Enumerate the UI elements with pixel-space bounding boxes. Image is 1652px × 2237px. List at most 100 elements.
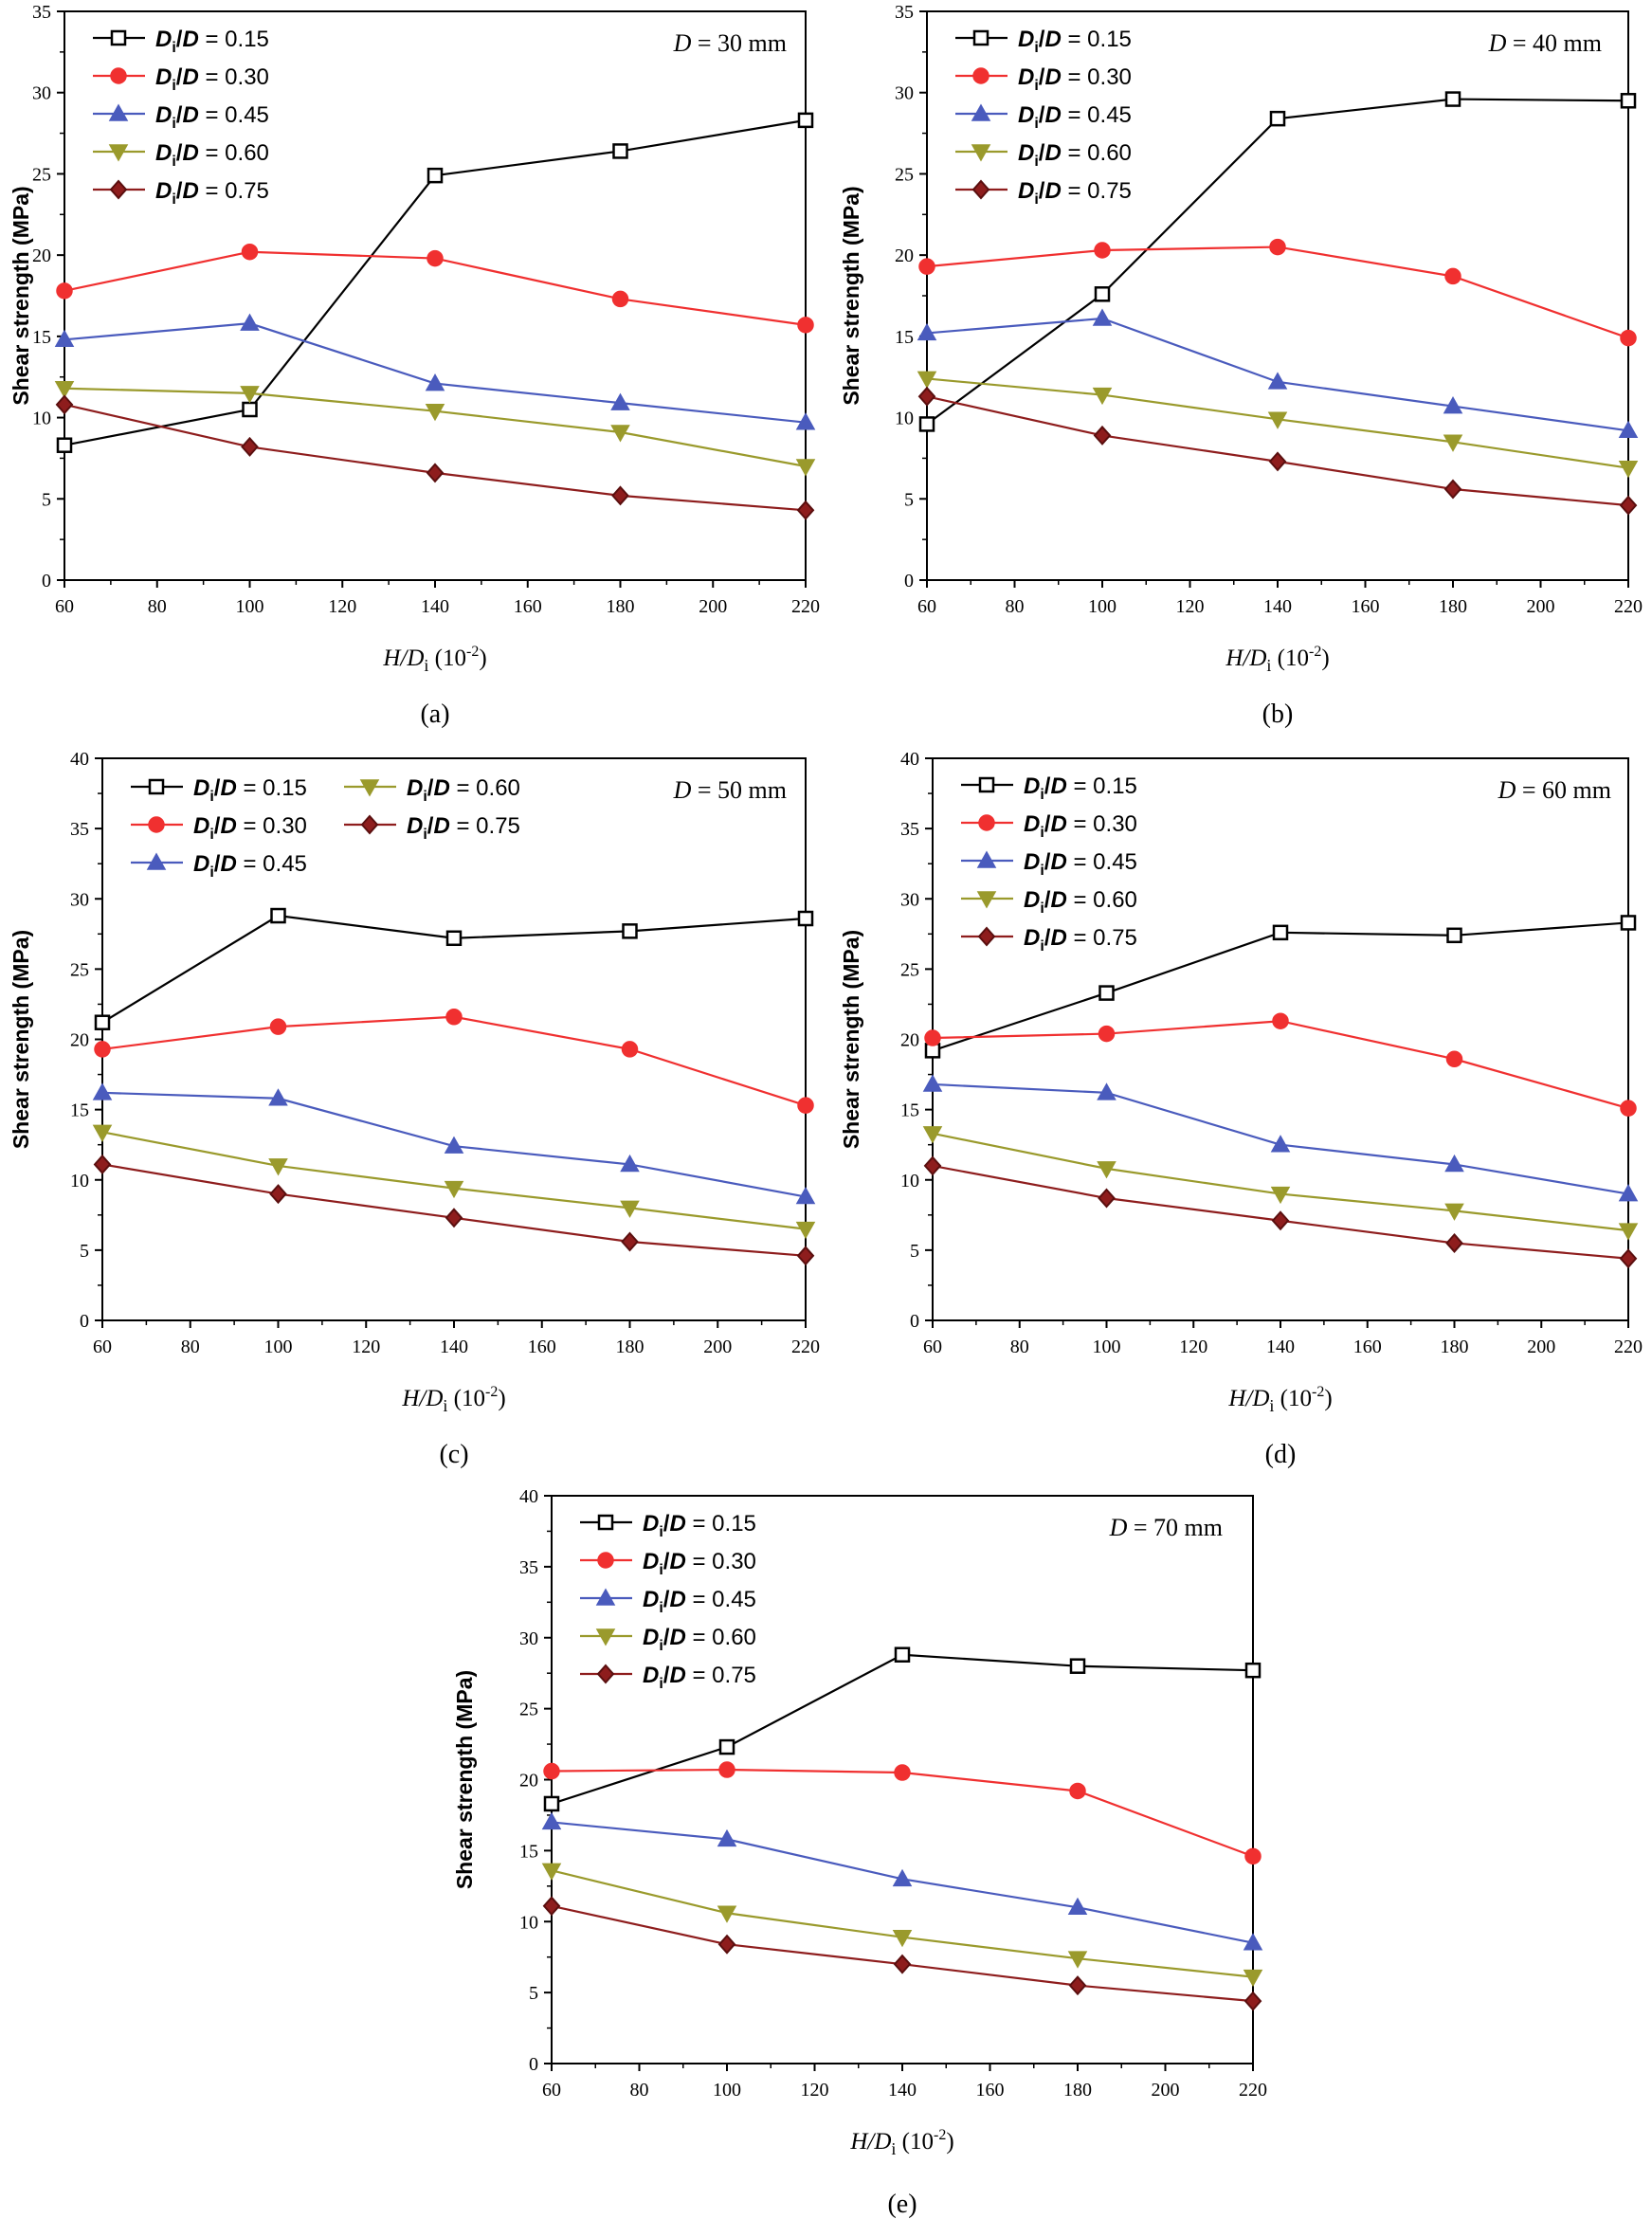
y-tick-label: 10 bbox=[900, 1171, 919, 1191]
data-point bbox=[796, 500, 815, 520]
data-point bbox=[797, 1097, 814, 1114]
data-point bbox=[917, 322, 937, 341]
legend-label: Di/D = 0.75 bbox=[155, 178, 269, 208]
y-tick-label: 30 bbox=[519, 1628, 538, 1649]
legend-entry: Di/D = 0.15 bbox=[580, 1511, 756, 1540]
diameter-label: D = 40 mm bbox=[1488, 29, 1602, 57]
legend-entry: Di/D = 0.30 bbox=[93, 64, 269, 94]
legend-marker bbox=[110, 67, 127, 84]
legend-label: Di/D = 0.75 bbox=[407, 813, 520, 843]
legend-entry: Di/D = 0.45 bbox=[131, 851, 307, 881]
data-point bbox=[1270, 1186, 1291, 1205]
data-point bbox=[1067, 1897, 1088, 1916]
data-point bbox=[1068, 1975, 1087, 1996]
y-tick-label: 40 bbox=[900, 749, 919, 770]
y-tick-label: 30 bbox=[900, 889, 919, 910]
plot-frame bbox=[101, 757, 807, 1321]
data-point bbox=[797, 112, 814, 129]
data-point bbox=[56, 437, 73, 453]
data-point bbox=[242, 401, 258, 418]
data-point bbox=[93, 1154, 112, 1174]
x-tick-label: 200 bbox=[1152, 2080, 1180, 2101]
data-point bbox=[1094, 286, 1111, 302]
data-point bbox=[240, 313, 260, 331]
data-point bbox=[1444, 267, 1461, 285]
y-axis-label: Shear strength (MPa) bbox=[9, 930, 33, 1149]
data-point bbox=[612, 143, 628, 159]
y-tick-label: 10 bbox=[895, 409, 914, 429]
y-tick-label: 35 bbox=[519, 1557, 538, 1578]
data-point bbox=[1098, 1188, 1116, 1209]
data-point bbox=[1092, 387, 1113, 406]
data-point bbox=[542, 1896, 561, 1917]
legend-marker bbox=[108, 103, 129, 121]
data-point bbox=[1443, 434, 1463, 452]
x-axis-label: H/Di (10-2) bbox=[401, 1384, 505, 1415]
legend-entry: Di/D = 0.60 bbox=[955, 140, 1132, 170]
data-point bbox=[426, 463, 445, 483]
y-tick-label: 0 bbox=[904, 571, 914, 591]
data-point bbox=[1272, 924, 1289, 941]
data-point bbox=[1097, 1161, 1116, 1179]
data-point bbox=[1067, 1951, 1088, 1969]
y-tick-label: 30 bbox=[32, 83, 51, 104]
data-point bbox=[445, 1009, 463, 1026]
y-tick-label: 5 bbox=[42, 489, 51, 510]
legend-marker bbox=[972, 29, 989, 46]
legend-marker bbox=[977, 926, 996, 947]
data-point bbox=[444, 1180, 464, 1199]
legend-marker bbox=[597, 1552, 614, 1569]
legend-marker bbox=[360, 814, 379, 835]
data-point bbox=[1620, 1100, 1637, 1117]
panel-caption: (b) bbox=[1262, 700, 1294, 729]
x-tick-label: 180 bbox=[1439, 596, 1467, 617]
legend-entry: Di/D = 0.15 bbox=[955, 27, 1132, 56]
legend-label: Di/D = 0.45 bbox=[1024, 849, 1137, 879]
data-point bbox=[892, 1868, 913, 1887]
legend-entry: Di/D = 0.60 bbox=[580, 1625, 756, 1654]
legend-marker bbox=[110, 29, 127, 46]
data-point bbox=[427, 167, 444, 184]
data-point bbox=[893, 1954, 912, 1974]
legend-label: Di/D = 0.60 bbox=[155, 140, 269, 170]
x-tick-label: 180 bbox=[1441, 1337, 1469, 1357]
data-point bbox=[797, 910, 814, 927]
data-point bbox=[1244, 1991, 1262, 2011]
x-tick-label: 220 bbox=[791, 596, 820, 617]
data-point bbox=[268, 1158, 288, 1176]
legend-entry: Di/D = 0.45 bbox=[580, 1587, 756, 1616]
data-point bbox=[718, 1738, 735, 1755]
y-tick-label: 0 bbox=[42, 571, 51, 591]
series-line-0.30 bbox=[101, 1015, 807, 1107]
data-point bbox=[1618, 420, 1639, 439]
legend-label: Di/D = 0.30 bbox=[1024, 811, 1137, 841]
x-tick-label: 180 bbox=[607, 596, 635, 617]
data-point bbox=[917, 386, 936, 407]
diameter-label: D = 60 mm bbox=[1498, 776, 1611, 804]
data-point bbox=[543, 1795, 560, 1812]
data-point bbox=[894, 1646, 911, 1663]
x-tick-label: 160 bbox=[528, 1337, 556, 1357]
data-point bbox=[92, 1082, 113, 1100]
y-axis-label: Shear strength (MPa) bbox=[452, 1670, 477, 1889]
legend-marker bbox=[108, 144, 129, 162]
data-point bbox=[1244, 1847, 1262, 1865]
y-tick-label: 20 bbox=[32, 246, 51, 266]
data-point bbox=[268, 1088, 288, 1106]
x-tick-label: 160 bbox=[1352, 596, 1380, 617]
x-tick-label: 200 bbox=[1527, 1337, 1555, 1357]
data-point bbox=[543, 1762, 560, 1780]
y-tick-label: 20 bbox=[900, 1030, 919, 1051]
data-point bbox=[797, 317, 814, 334]
y-tick-label: 10 bbox=[519, 1912, 538, 1933]
diameter-label: D = 70 mm bbox=[1109, 1514, 1223, 1541]
y-tick-label: 25 bbox=[519, 1700, 538, 1720]
y-tick-label: 25 bbox=[900, 959, 919, 980]
series-line-0.30 bbox=[551, 1768, 1254, 1858]
legend-label: Di/D = 0.45 bbox=[643, 1587, 756, 1616]
x-tick-label: 120 bbox=[328, 596, 356, 617]
legend-label: Di/D = 0.60 bbox=[643, 1625, 756, 1654]
y-tick-label: 35 bbox=[70, 819, 89, 840]
y-tick-label: 25 bbox=[70, 959, 89, 980]
legend-marker bbox=[595, 1588, 616, 1606]
